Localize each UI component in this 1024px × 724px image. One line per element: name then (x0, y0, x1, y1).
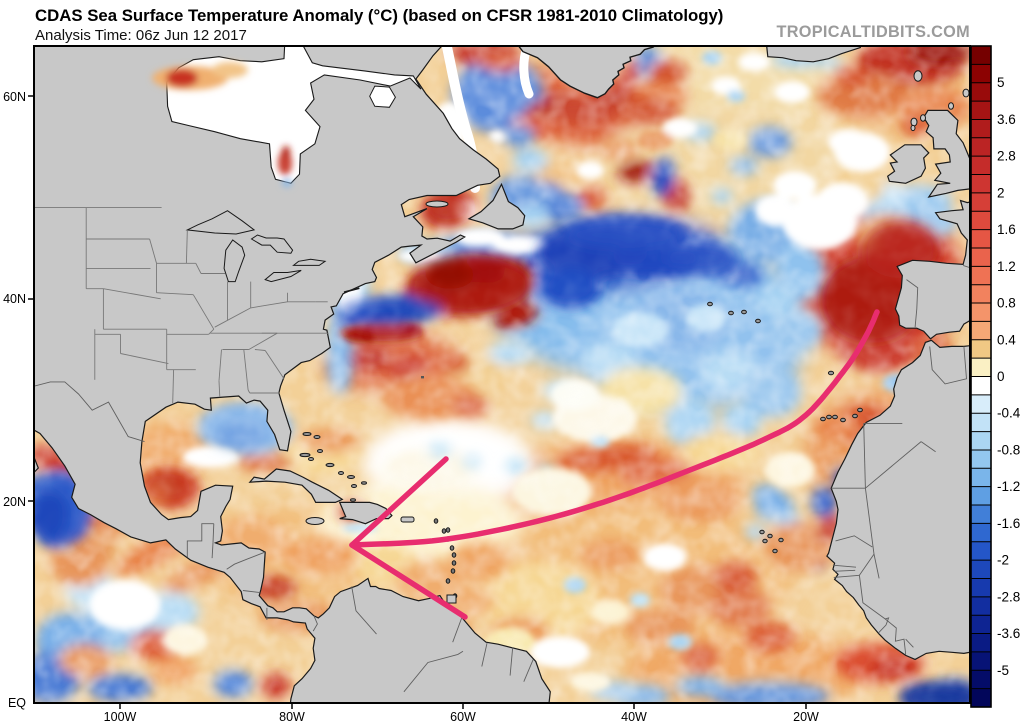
svg-text:0: 0 (997, 369, 1005, 384)
svg-text:20N: 20N (3, 495, 26, 509)
svg-text:-2: -2 (997, 553, 1009, 568)
svg-text:CDAS Sea Surface Temperature A: CDAS Sea Surface Temperature Anomaly (°C… (35, 6, 723, 25)
svg-text:80W: 80W (279, 710, 305, 724)
svg-text:40N: 40N (3, 292, 26, 306)
svg-text:TROPICALTIDBITS.COM: TROPICALTIDBITS.COM (776, 23, 970, 41)
svg-text:-0.8: -0.8 (997, 442, 1020, 457)
svg-text:2: 2 (997, 185, 1005, 200)
svg-text:0.4: 0.4 (997, 332, 1016, 347)
svg-text:100W: 100W (104, 710, 137, 724)
svg-text:EQ: EQ (8, 696, 26, 710)
svg-text:60W: 60W (450, 710, 476, 724)
svg-text:40W: 40W (621, 710, 647, 724)
svg-text:-3.6: -3.6 (997, 626, 1020, 641)
svg-text:Analysis Time: 06z Jun 12 2017: Analysis Time: 06z Jun 12 2017 (35, 27, 247, 44)
svg-text:5: 5 (997, 75, 1005, 90)
svg-text:20W: 20W (793, 710, 819, 724)
svg-text:1.6: 1.6 (997, 222, 1016, 237)
svg-text:-1.2: -1.2 (997, 479, 1020, 494)
svg-text:0.8: 0.8 (997, 296, 1016, 311)
svg-text:2.8: 2.8 (997, 149, 1016, 164)
svg-text:1.2: 1.2 (997, 259, 1016, 274)
svg-text:3.6: 3.6 (997, 112, 1016, 127)
svg-text:-0.4: -0.4 (997, 406, 1021, 421)
svg-text:-1.6: -1.6 (997, 516, 1020, 531)
svg-text:-2.8: -2.8 (997, 589, 1020, 604)
svg-text:-5: -5 (997, 663, 1009, 678)
svg-text:60N: 60N (3, 90, 26, 104)
